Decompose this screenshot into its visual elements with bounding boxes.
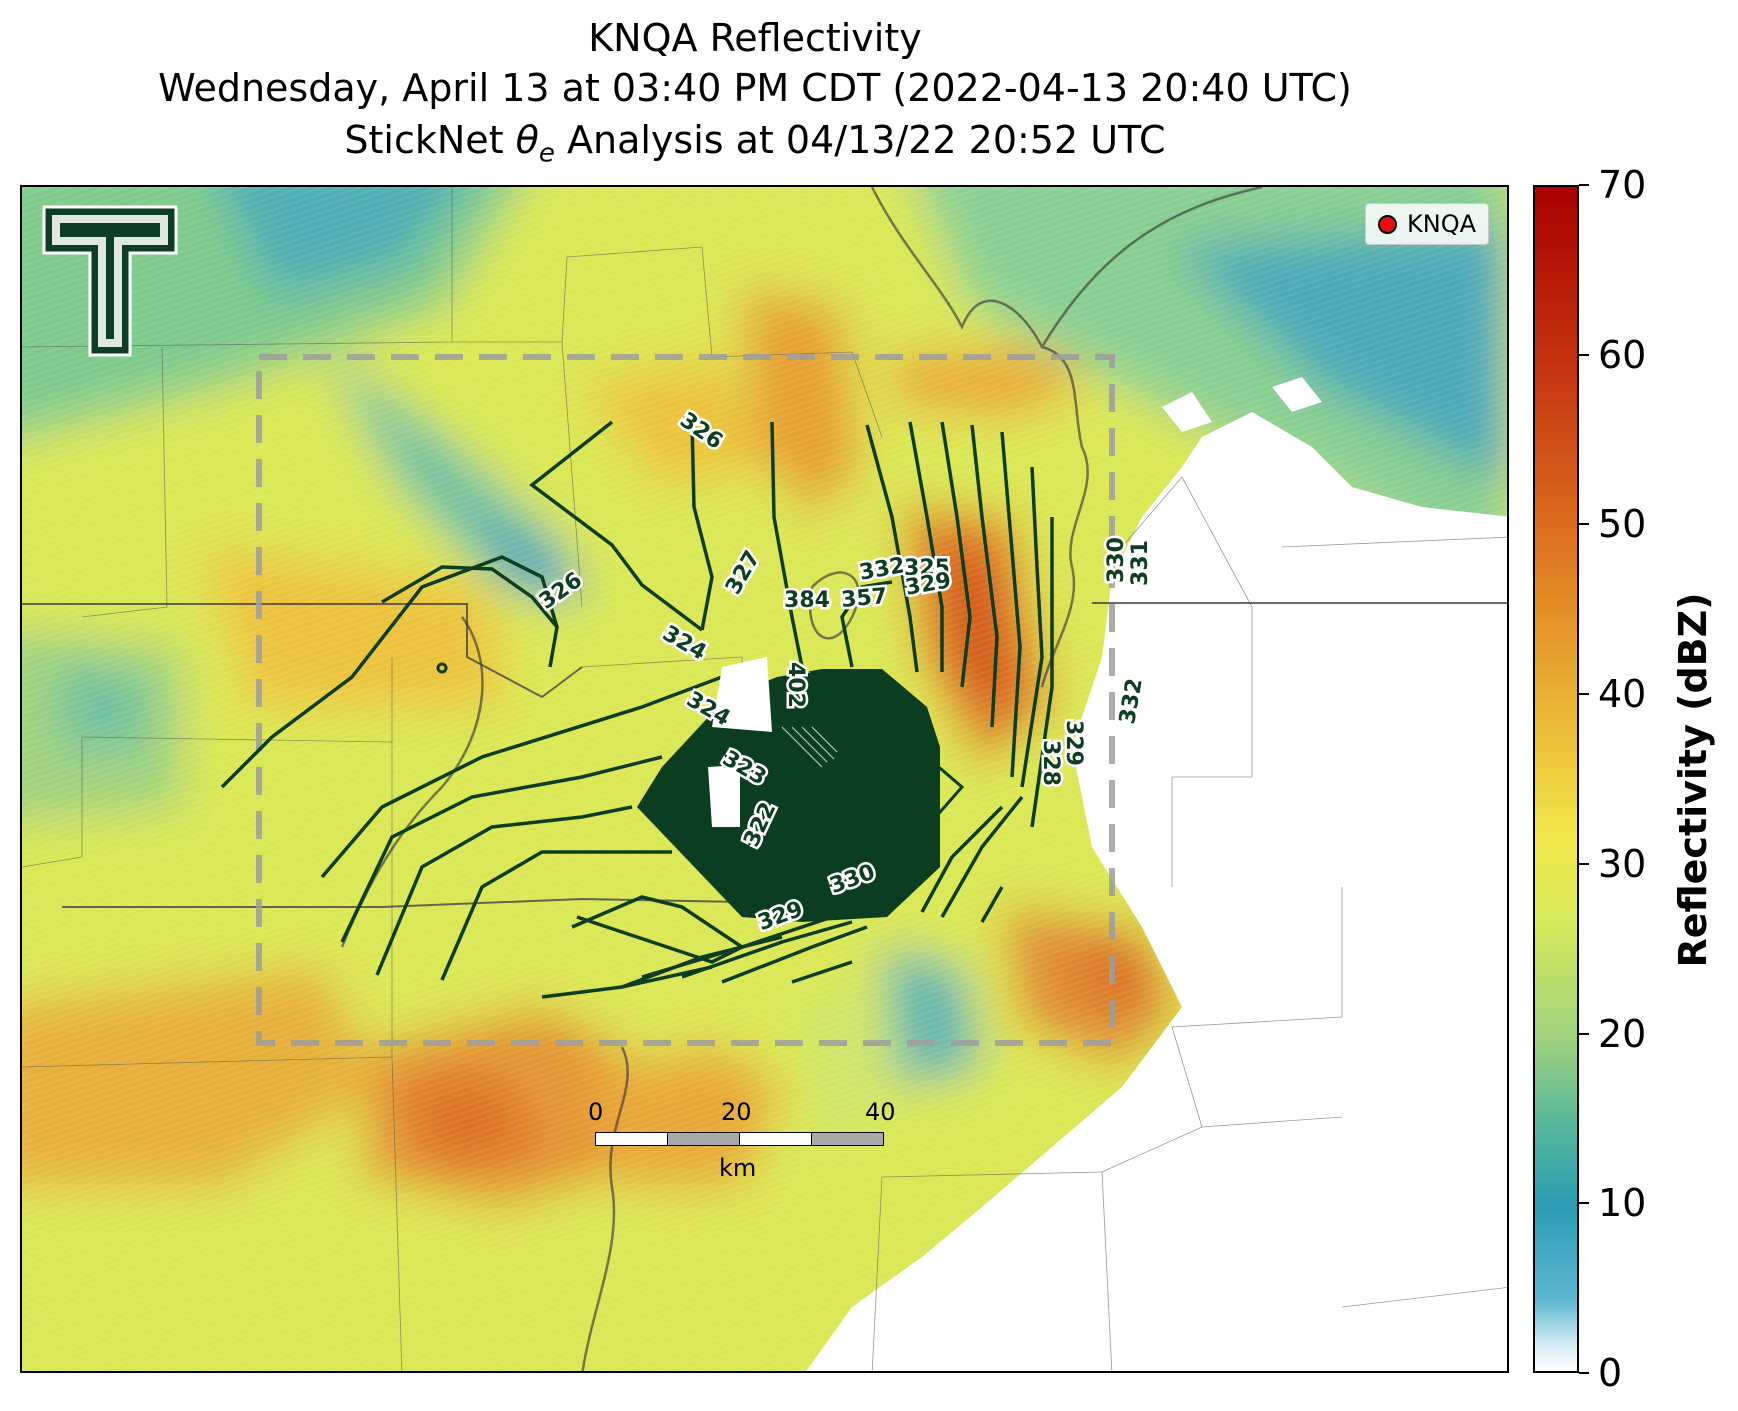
colorbar-tick-mark — [1579, 523, 1589, 526]
colorbar-tick-mark — [1579, 1032, 1589, 1035]
contour-label: 330 — [1104, 537, 1129, 583]
distance-scalebar: 0 20 40 km — [588, 1098, 896, 1182]
contour-label: 328 — [1038, 740, 1063, 786]
colorbar-tick-label: 10 — [1598, 1181, 1647, 1226]
scale-segment — [595, 1132, 668, 1146]
legend-label: KNQA — [1407, 210, 1476, 238]
colorbar-tick-mark — [1579, 353, 1589, 356]
colorbar-tick-label: 0 — [1598, 1351, 1623, 1395]
blob-artifact-lines — [781, 726, 838, 768]
theta-symbol: θ — [515, 118, 539, 162]
contour-island — [436, 662, 448, 674]
river — [340, 187, 1263, 1371]
colorbar-tick-mark — [1579, 862, 1589, 865]
colorbar-tick-label: 30 — [1598, 841, 1647, 886]
scale-tick-0: 0 — [588, 1098, 604, 1126]
title-line-analysis: StickNet θe Analysis at 04/13/22 20:52 U… — [344, 118, 1166, 169]
contour-label-cluster — [712, 657, 772, 732]
colorbar-tick-label: 40 — [1598, 672, 1647, 717]
scale-segment — [811, 1132, 884, 1146]
contour-label: 384 — [784, 588, 830, 613]
radar-map[interactable]: 326 326 324 327 384 402 324 323 322 329 330 332 325 3… — [20, 185, 1509, 1373]
colorbar-tick-mark — [1579, 1202, 1589, 1205]
colorbar-tick-label: 70 — [1598, 163, 1647, 207]
theta-e-contours — [220, 420, 1054, 999]
contour-label: 357 — [840, 584, 888, 613]
colorbar-tick-mark — [1579, 1372, 1589, 1374]
colorbar-tick-label: 20 — [1598, 1011, 1647, 1056]
analysis-domain-box — [256, 354, 1115, 1046]
scale-unit: km — [719, 1154, 757, 1182]
radar-site-marker-icon — [1378, 214, 1397, 234]
colorbar-tick-label: 60 — [1598, 332, 1647, 377]
scale-tick-40: 40 — [865, 1098, 896, 1126]
contour-label: 325 — [904, 556, 950, 581]
colorbar-tick-mark — [1579, 693, 1589, 696]
analysis-artifact-blob — [637, 669, 940, 922]
contour-label: 402 — [783, 662, 808, 708]
contour-label: 331 — [1128, 540, 1153, 586]
scale-segment — [667, 1132, 740, 1146]
contour-kink — [925, 753, 965, 831]
colorbar-tick-label: 50 — [1598, 502, 1647, 547]
scale-segment — [739, 1132, 812, 1146]
scale-tick-20: 20 — [721, 1098, 752, 1126]
colorbar-title: Reflectivity (dBZ) — [1671, 592, 1715, 968]
contour-label: 329 — [1061, 720, 1086, 766]
title-line-radar: KNQA Reflectivity — [588, 16, 922, 60]
colorbar-tick-mark — [1579, 184, 1589, 186]
title-line-time: Wednesday, April 13 at 03:40 PM CDT (202… — [158, 66, 1352, 110]
map-legend: KNQA — [1365, 203, 1489, 245]
contour-label-cluster-2 — [708, 765, 740, 827]
colorbar — [1533, 185, 1579, 1373]
map-canvas: 3263263243273844023243233223293303323253… — [22, 187, 1507, 1371]
